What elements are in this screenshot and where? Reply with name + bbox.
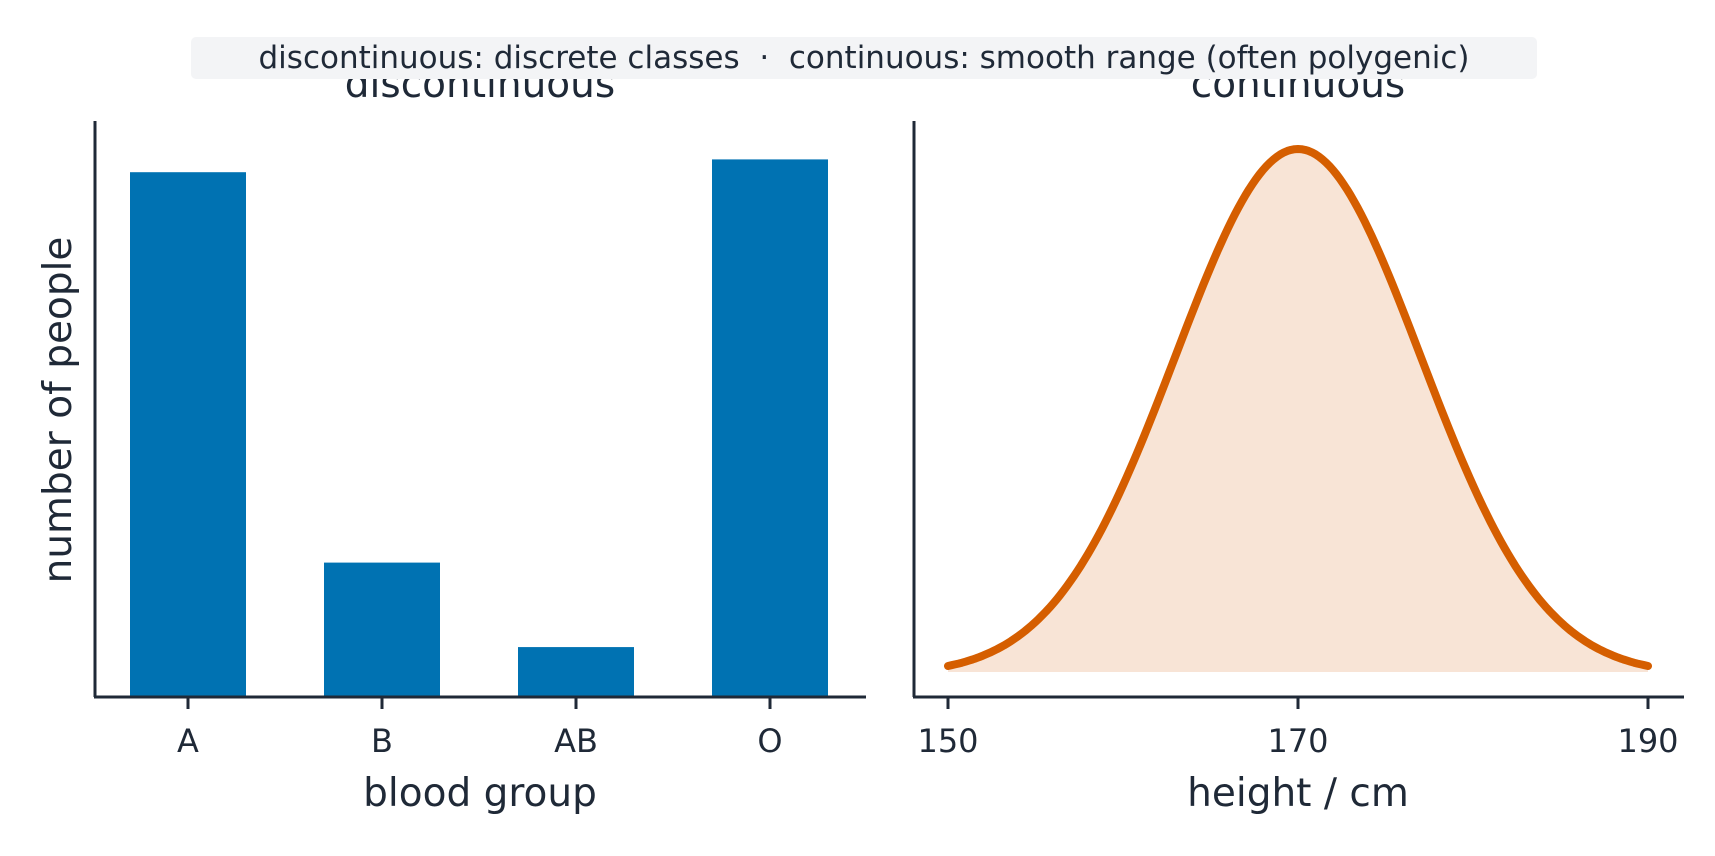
left-y-axis-label: number of people — [36, 237, 81, 584]
x-tick-label-a: A — [177, 722, 199, 760]
caption-group: discontinuous: discrete classes · contin… — [191, 37, 1537, 79]
x-tick-label-b: B — [371, 722, 393, 760]
bar-b — [324, 562, 440, 697]
left-bars — [130, 159, 828, 697]
x-tick-label-ab: AB — [554, 722, 598, 760]
x-tick-label-170: 170 — [1267, 722, 1328, 760]
right-ticks: 150 170 190 — [917, 697, 1679, 760]
left-x-axis-label: blood group — [363, 771, 597, 816]
x-tick-label-190: 190 — [1617, 722, 1678, 760]
curve-line — [944, 145, 1652, 670]
x-tick-label-o: O — [757, 722, 782, 760]
bar-o — [712, 159, 828, 697]
left-panel: discontinuous A B AB O blood group number o… — [36, 62, 866, 816]
right-panel: continuous 150 170 190 height / cm — [912, 62, 1684, 816]
bar-a — [130, 172, 246, 697]
caption-background — [191, 37, 1537, 79]
caption-text: discontinuous: discrete classes · contin… — [259, 40, 1470, 76]
right-x-axis-label: height / cm — [1187, 771, 1409, 816]
curve-fill — [948, 149, 1648, 672]
bar-ab — [518, 647, 634, 697]
left-ticks: A B AB O — [177, 697, 783, 760]
x-tick-label-150: 150 — [917, 722, 978, 760]
